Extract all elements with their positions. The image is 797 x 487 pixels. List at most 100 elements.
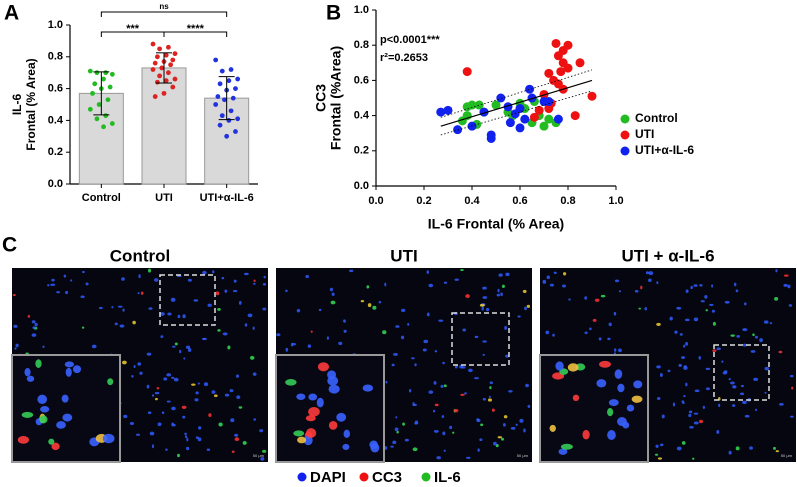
data-point — [515, 104, 525, 114]
cell — [474, 335, 479, 339]
cell — [702, 405, 706, 410]
cell — [234, 433, 239, 437]
cell — [674, 330, 678, 334]
cell — [343, 319, 346, 323]
cell — [428, 283, 434, 288]
cell — [504, 325, 508, 330]
cell — [486, 307, 490, 312]
cell — [689, 425, 694, 429]
cell — [721, 360, 724, 363]
data-point — [443, 105, 453, 115]
cell — [631, 395, 643, 403]
cell — [552, 333, 555, 337]
cell — [308, 407, 320, 417]
cell — [331, 292, 335, 296]
cell — [633, 380, 643, 389]
cell — [443, 449, 446, 452]
cell — [187, 278, 192, 282]
cell — [752, 333, 755, 337]
data-point — [172, 76, 178, 82]
data-point — [505, 118, 515, 128]
cell — [318, 308, 322, 312]
cell — [155, 397, 158, 401]
cell — [187, 348, 192, 352]
cell — [244, 272, 249, 276]
cell — [774, 297, 779, 301]
cell — [481, 306, 484, 311]
legend-marker — [359, 472, 369, 482]
cell — [382, 330, 387, 335]
cell — [460, 393, 465, 396]
cell — [656, 281, 659, 285]
cell — [198, 426, 202, 430]
cell — [212, 270, 215, 274]
cell — [197, 437, 202, 442]
image-title: Control — [110, 246, 170, 265]
cell — [407, 322, 410, 326]
cell — [549, 283, 554, 287]
cell — [679, 333, 683, 336]
cell — [452, 431, 455, 434]
cell — [734, 282, 737, 287]
data-point — [157, 46, 163, 52]
cell — [32, 326, 36, 329]
data-point — [161, 90, 167, 96]
cell — [764, 366, 770, 371]
cell — [716, 347, 721, 351]
cell — [693, 421, 699, 425]
cell — [121, 277, 125, 281]
cell — [160, 335, 164, 339]
cell — [744, 414, 750, 418]
cell — [31, 333, 37, 337]
data-point — [486, 133, 496, 143]
data-point — [436, 107, 446, 117]
cell — [123, 414, 128, 419]
data-point — [168, 62, 174, 68]
cell — [260, 457, 265, 461]
cell — [147, 268, 152, 273]
y-tick-label: 0.6 — [48, 83, 63, 95]
cell — [600, 294, 606, 298]
cell — [589, 327, 592, 331]
cell — [160, 312, 165, 316]
cell — [442, 361, 445, 365]
data-point — [587, 91, 597, 101]
data-point — [94, 70, 100, 76]
cell — [645, 271, 650, 275]
cell — [296, 308, 301, 313]
cell — [197, 382, 201, 385]
cell — [655, 444, 659, 448]
cell — [131, 374, 134, 378]
cell — [562, 284, 566, 288]
x-tick-label: 0.2 — [416, 195, 431, 207]
legend-marker — [421, 472, 431, 482]
cell — [648, 271, 654, 276]
cell — [367, 303, 372, 308]
cell — [56, 291, 61, 294]
cell — [17, 435, 30, 444]
cell — [562, 272, 567, 276]
cell — [692, 457, 695, 460]
data-point — [155, 54, 160, 60]
data-point — [224, 133, 230, 139]
data-point — [544, 68, 554, 78]
cell — [63, 274, 67, 278]
cell — [171, 376, 175, 379]
cell — [608, 399, 619, 407]
x-tick-label: 0.0 — [368, 195, 383, 207]
inset-cells — [17, 359, 115, 451]
cell — [436, 456, 441, 460]
cell — [362, 384, 374, 392]
y-axis-label: IL-6 — [10, 94, 24, 116]
inset-cells — [549, 360, 643, 455]
y-tick-label: 0.4 — [48, 114, 64, 126]
cell — [515, 423, 518, 426]
cell — [501, 284, 505, 288]
data-point — [152, 60, 158, 66]
cell — [659, 373, 663, 377]
data-point — [96, 102, 102, 107]
cell — [656, 397, 661, 400]
data-point — [462, 102, 472, 112]
cell — [129, 422, 135, 426]
cell — [728, 378, 731, 381]
